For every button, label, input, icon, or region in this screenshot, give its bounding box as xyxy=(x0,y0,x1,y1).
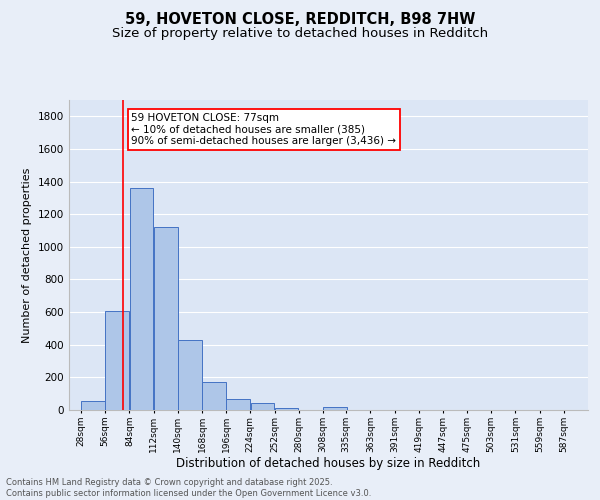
Bar xyxy=(275,408,298,410)
Bar xyxy=(202,382,226,410)
Text: Size of property relative to detached houses in Redditch: Size of property relative to detached ho… xyxy=(112,28,488,40)
X-axis label: Distribution of detached houses by size in Redditch: Distribution of detached houses by size … xyxy=(176,458,481,470)
Text: 59, HOVETON CLOSE, REDDITCH, B98 7HW: 59, HOVETON CLOSE, REDDITCH, B98 7HW xyxy=(125,12,475,28)
Y-axis label: Number of detached properties: Number of detached properties xyxy=(22,168,32,342)
Bar xyxy=(82,401,105,410)
Text: Contains HM Land Registry data © Crown copyright and database right 2025.
Contai: Contains HM Land Registry data © Crown c… xyxy=(6,478,371,498)
Bar xyxy=(323,406,347,410)
Text: 59 HOVETON CLOSE: 77sqm
← 10% of detached houses are smaller (385)
90% of semi-d: 59 HOVETON CLOSE: 77sqm ← 10% of detache… xyxy=(131,113,396,146)
Bar xyxy=(251,404,274,410)
Bar xyxy=(130,188,154,410)
Bar xyxy=(106,312,129,410)
Bar xyxy=(226,400,250,410)
Bar xyxy=(178,340,202,410)
Bar xyxy=(154,228,178,410)
